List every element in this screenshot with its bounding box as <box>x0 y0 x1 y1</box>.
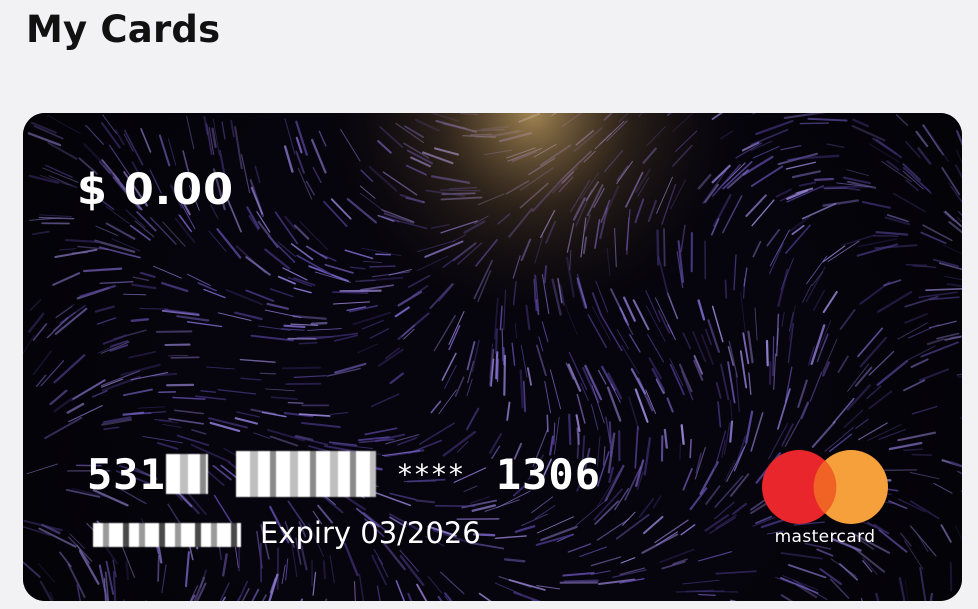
redacted-digits <box>165 454 208 494</box>
card-background-image <box>23 113 962 601</box>
card-number-first-digits: 531 <box>87 449 166 499</box>
card-number-masked: **** <box>397 457 466 491</box>
mastercard-circles-icon <box>762 450 888 524</box>
card-expiry: Expiry 03/2026 <box>260 516 481 550</box>
card-number: 531 **** 1306 <box>87 446 601 502</box>
redacted-digits <box>235 451 376 497</box>
redacted-cardholder-name <box>93 523 241 547</box>
card-balance: $ 0.00 <box>77 165 234 215</box>
card-number-last-digits: 1306 <box>495 449 602 499</box>
payment-card[interactable]: $ 0.00 531 **** 1306 Expiry 03/2026 mast… <box>23 113 962 601</box>
mastercard-logo: mastercard <box>761 449 889 549</box>
mastercard-wordmark: mastercard <box>774 527 876 547</box>
page-title: My Cards <box>26 8 221 51</box>
